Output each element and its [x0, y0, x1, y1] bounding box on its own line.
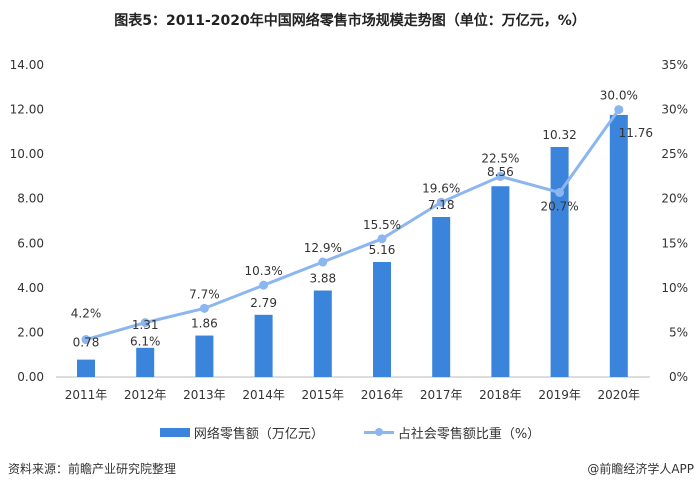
y-right-tick-label: 15% — [661, 236, 688, 250]
bar-value-label: 0.78 — [73, 336, 100, 350]
x-tick-label: 2016年 — [361, 388, 404, 402]
bar — [254, 314, 273, 377]
legend-label: 网络零售额（万亿元） — [193, 427, 324, 442]
line-point — [555, 187, 565, 197]
bar — [195, 335, 214, 377]
y-left-tick-label: 14.00 — [10, 58, 44, 72]
x-tick-label: 2020年 — [598, 388, 641, 402]
y-left-tick-label: 12.00 — [10, 103, 44, 117]
legend-swatch-bar — [159, 428, 190, 437]
y-right-tick-label: 35% — [661, 58, 688, 72]
x-tick-label: 2019年 — [538, 388, 581, 402]
line-value-label: 20.7% — [541, 199, 579, 213]
y-left-tick-label: 2.00 — [17, 325, 44, 339]
bar-value-label: 1.31 — [132, 318, 159, 332]
line-value-label: 15.5% — [363, 218, 401, 232]
y-right-tick-label: 20% — [661, 192, 688, 206]
x-tick-label: 2017年 — [420, 388, 463, 402]
line-point — [436, 197, 446, 207]
line-series — [85, 108, 621, 342]
bar-value-label: 10.32 — [542, 128, 576, 142]
line-point — [495, 171, 505, 181]
bar-value-label: 5.16 — [369, 243, 396, 257]
bar — [77, 359, 95, 377]
x-tick-label: 2012年 — [124, 388, 167, 402]
line-value-label: 19.6% — [422, 181, 460, 195]
y-right-tick-label: 5% — [669, 325, 688, 339]
y-left-tick-label: 10.00 — [10, 147, 44, 161]
credit-note: @前瞻经济学人APP — [587, 462, 694, 476]
bar — [313, 290, 332, 377]
bar-value-label: 2.79 — [250, 296, 277, 310]
source-note: 资料来源：前瞻产业研究院整理 — [8, 462, 177, 476]
bar — [373, 262, 391, 377]
line-point — [259, 280, 269, 290]
line-point — [318, 257, 328, 267]
legend-item-line[interactable]: 占社会零售额比重（%） — [363, 423, 541, 442]
y-right-tick-label: 30% — [661, 103, 688, 117]
x-tick-label: 2013年 — [183, 388, 226, 402]
legend-item-bar[interactable]: 网络零售额（万亿元） — [159, 423, 324, 442]
line-value-label: 4.2% — [71, 307, 102, 321]
x-tick-label: 2015年 — [302, 388, 345, 402]
line-point — [377, 234, 387, 244]
y-left-tick-label: 6.00 — [17, 236, 44, 250]
legend-swatch-line — [363, 428, 394, 436]
line-value-label: 22.5% — [481, 151, 519, 165]
line-value-label: 7.7% — [189, 287, 220, 301]
legend-label: 占社会零售额比重（%） — [397, 427, 541, 442]
x-tick-label: 2014年 — [242, 388, 285, 402]
line-point — [81, 335, 91, 345]
bar-value-label: 7.18 — [428, 198, 455, 212]
bar — [491, 186, 510, 377]
x-tick-label: 2011年 — [65, 388, 108, 402]
y-left-tick-label: 0.00 — [17, 370, 44, 384]
line-value-label: 30.0% — [600, 89, 638, 103]
bar-value-label: 11.76 — [619, 126, 653, 140]
y-right-tick-label: 10% — [661, 281, 688, 295]
line-point — [199, 303, 209, 313]
bar-value-label: 8.56 — [487, 165, 514, 179]
line-point — [614, 105, 624, 115]
line-value-label: 10.3% — [245, 264, 283, 278]
bar — [136, 347, 155, 377]
y-right-tick-label: 25% — [661, 147, 688, 161]
legend: 网络零售额（万亿元） 占社会零售额比重（%） — [0, 423, 700, 442]
bar — [609, 114, 628, 378]
line-value-label: 12.9% — [304, 241, 342, 255]
bar-value-label: 1.86 — [191, 317, 218, 331]
bar — [550, 147, 569, 377]
chart-title: 图表5：2011-2020年中国网络零售市场规模走势图（单位：万亿元，%） — [114, 13, 586, 29]
bar-value-label: 3.88 — [309, 272, 336, 286]
chart-plot: 0.00 2.00 4.00 6.00 8.00 10.00 12.00 14.00 0% 5% 1… — [10, 58, 688, 402]
line-point — [140, 318, 150, 328]
bar — [432, 216, 451, 377]
y-right-tick-label: 0% — [669, 370, 688, 384]
y-left-tick-label: 4.00 — [17, 281, 44, 295]
line-value-label: 6.1% — [130, 335, 161, 349]
y-left-tick-label: 8.00 — [17, 192, 44, 206]
x-tick-label: 2018年 — [479, 388, 522, 402]
